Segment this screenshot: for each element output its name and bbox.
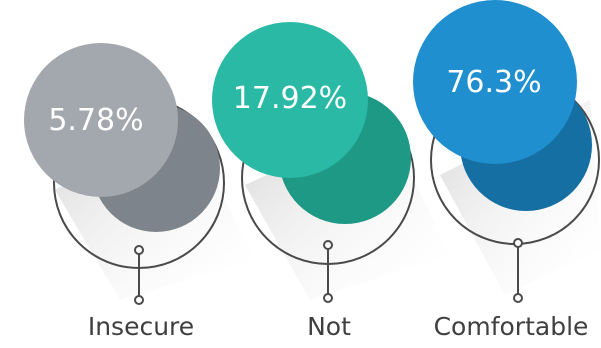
comfortable-light-circle (413, 0, 577, 164)
not-group: 17.92% Not (212, 22, 450, 341)
not-light-circle (212, 22, 368, 178)
not-value-label: 17.92% (233, 81, 347, 116)
insecure-connector-dot-top (134, 245, 144, 255)
comfortable-category-label: Comfortable (434, 312, 589, 341)
not-connector-dot-top (323, 240, 333, 250)
insecure-group: 5.78% Insecure (24, 43, 255, 341)
insecure-value-label: 5.78% (48, 103, 143, 138)
not-category-label: Not (307, 312, 351, 341)
comfortable-connector-dot-top (513, 238, 523, 248)
comfortable-connector-dot-bottom (513, 293, 523, 303)
comfortable-value-label: 76.3% (446, 65, 541, 100)
not-connector-dot-bottom (323, 293, 333, 303)
insecure-light-circle (24, 43, 178, 197)
insecure-category-label: Insecure (88, 312, 194, 341)
comfortable-group: 76.3% Comfortable (413, 0, 601, 341)
insecure-connector-dot-bottom (134, 295, 144, 305)
